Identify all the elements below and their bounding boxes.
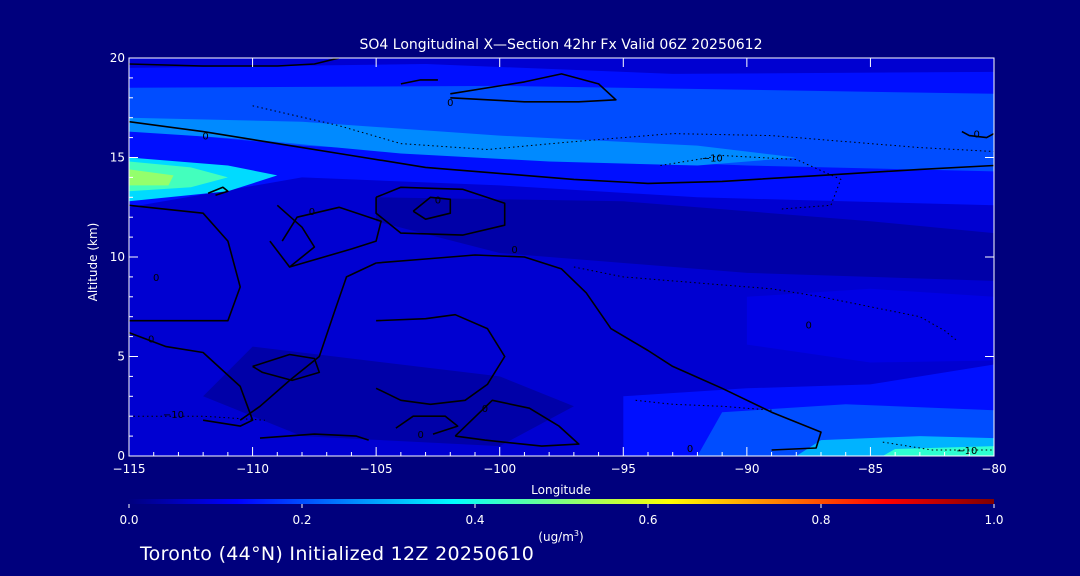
solid-contour (207, 186, 229, 197)
contour-label: 0 (309, 207, 315, 218)
contour-label: 0 (435, 195, 441, 206)
chart-title: SO4 Longitudinal X—Section 42hr Fx Valid… (360, 37, 763, 53)
x-tick-label: −95 (611, 462, 636, 476)
contour-label: −10 (702, 154, 723, 165)
colorbar-tick-label: 1.0 (984, 513, 1003, 527)
solid-contour (129, 204, 241, 322)
colorbar-ticks: 0.0 0.2 0.4 0.6 0.8 1.0 (119, 504, 1004, 527)
solid-contour (400, 79, 438, 85)
contour-label-layer: 0 0 0 0 0 0 0 0 0 0 0 0 −10 −10 −10 (148, 98, 980, 457)
contour-label: 0 (511, 245, 517, 256)
x-axis: −115 −110 −105 −100 −95 −90 −85 −80 (113, 58, 1007, 476)
solid-contour (129, 58, 340, 67)
dotted-contour (660, 154, 842, 210)
solid-contour (454, 399, 580, 447)
solid-contour (259, 433, 369, 441)
solid-contour (252, 353, 321, 382)
contour-label: 0 (974, 130, 980, 141)
dotted-contour-layer (129, 105, 994, 451)
colorbar-tick-label: 0.2 (292, 513, 311, 527)
solid-contour (239, 262, 377, 421)
contour-label: 0 (202, 132, 208, 143)
contour-label: 0 (805, 321, 811, 332)
solid-contour (375, 186, 506, 236)
contour-label: 0 (148, 335, 154, 346)
concentration-region (203, 346, 574, 447)
y-tick-label: 20 (110, 51, 125, 65)
solid-contour (281, 206, 382, 268)
y-tick-label: 0 (117, 449, 125, 463)
colorbar (129, 499, 994, 504)
x-tick-label: −100 (483, 462, 516, 476)
y-axis: 0 5 10 15 20 (110, 51, 994, 463)
solid-contour-layer (129, 58, 994, 451)
solid-contour (395, 415, 459, 435)
colorbar-units-superscript: 3 (574, 529, 579, 538)
colorbar-tick-label: 0.0 (119, 513, 138, 527)
concentration-region (129, 169, 174, 186)
x-tick-label: −115 (113, 462, 146, 476)
concentration-region (129, 85, 994, 172)
plot-area: 0 0 0 0 0 0 0 0 0 0 0 0 −10 −10 −10 (129, 58, 994, 457)
concentration-fill-layer (129, 58, 994, 456)
solid-contour (269, 204, 316, 268)
colorbar-tick-label: 0.6 (638, 513, 657, 527)
x-tick-label: −105 (360, 462, 393, 476)
y-tick-label: 15 (110, 151, 125, 165)
contour-label: 0 (482, 404, 488, 415)
colorbar-units: (ug/m3) (538, 529, 583, 544)
concentration-region (129, 117, 797, 166)
x-tick-label: −80 (981, 462, 1006, 476)
concentration-region (882, 446, 994, 456)
solid-contour (376, 254, 822, 451)
contour-label: −10 (956, 446, 977, 457)
y-tick-label: 10 (110, 250, 125, 264)
contour-label: 0 (687, 444, 693, 455)
x-tick-label: −110 (236, 462, 269, 476)
solid-contour (450, 73, 617, 103)
x-axis-label: Longitude (531, 483, 591, 497)
contour-label: −10 (163, 410, 184, 421)
x-tick-label: −90 (734, 462, 759, 476)
y-axis-label: Altitude (km) (86, 223, 100, 302)
location-caption: Toronto (44°N) Initialized 12Z 20250610 (140, 543, 535, 565)
solid-contour (129, 120, 994, 185)
colorbar-units-text: (ug/m (538, 530, 574, 544)
solid-contour (129, 331, 254, 427)
contour-label: 0 (417, 430, 423, 441)
x-tick-label: −85 (858, 462, 883, 476)
colorbar-tick-label: 0.8 (811, 513, 830, 527)
solid-contour (961, 130, 994, 139)
concentration-region (746, 288, 994, 363)
contour-label: 0 (447, 98, 453, 109)
colorbar-tick-label: 0.4 (465, 513, 484, 527)
contour-label: 0 (153, 273, 159, 284)
solid-contour (375, 313, 506, 406)
concentration-region (376, 197, 994, 281)
dotted-contour (882, 441, 994, 451)
y-tick-label: 5 (117, 350, 125, 364)
colorbar-units-close: ) (579, 530, 584, 544)
dotted-contour (635, 399, 772, 411)
solid-contour (412, 196, 452, 220)
